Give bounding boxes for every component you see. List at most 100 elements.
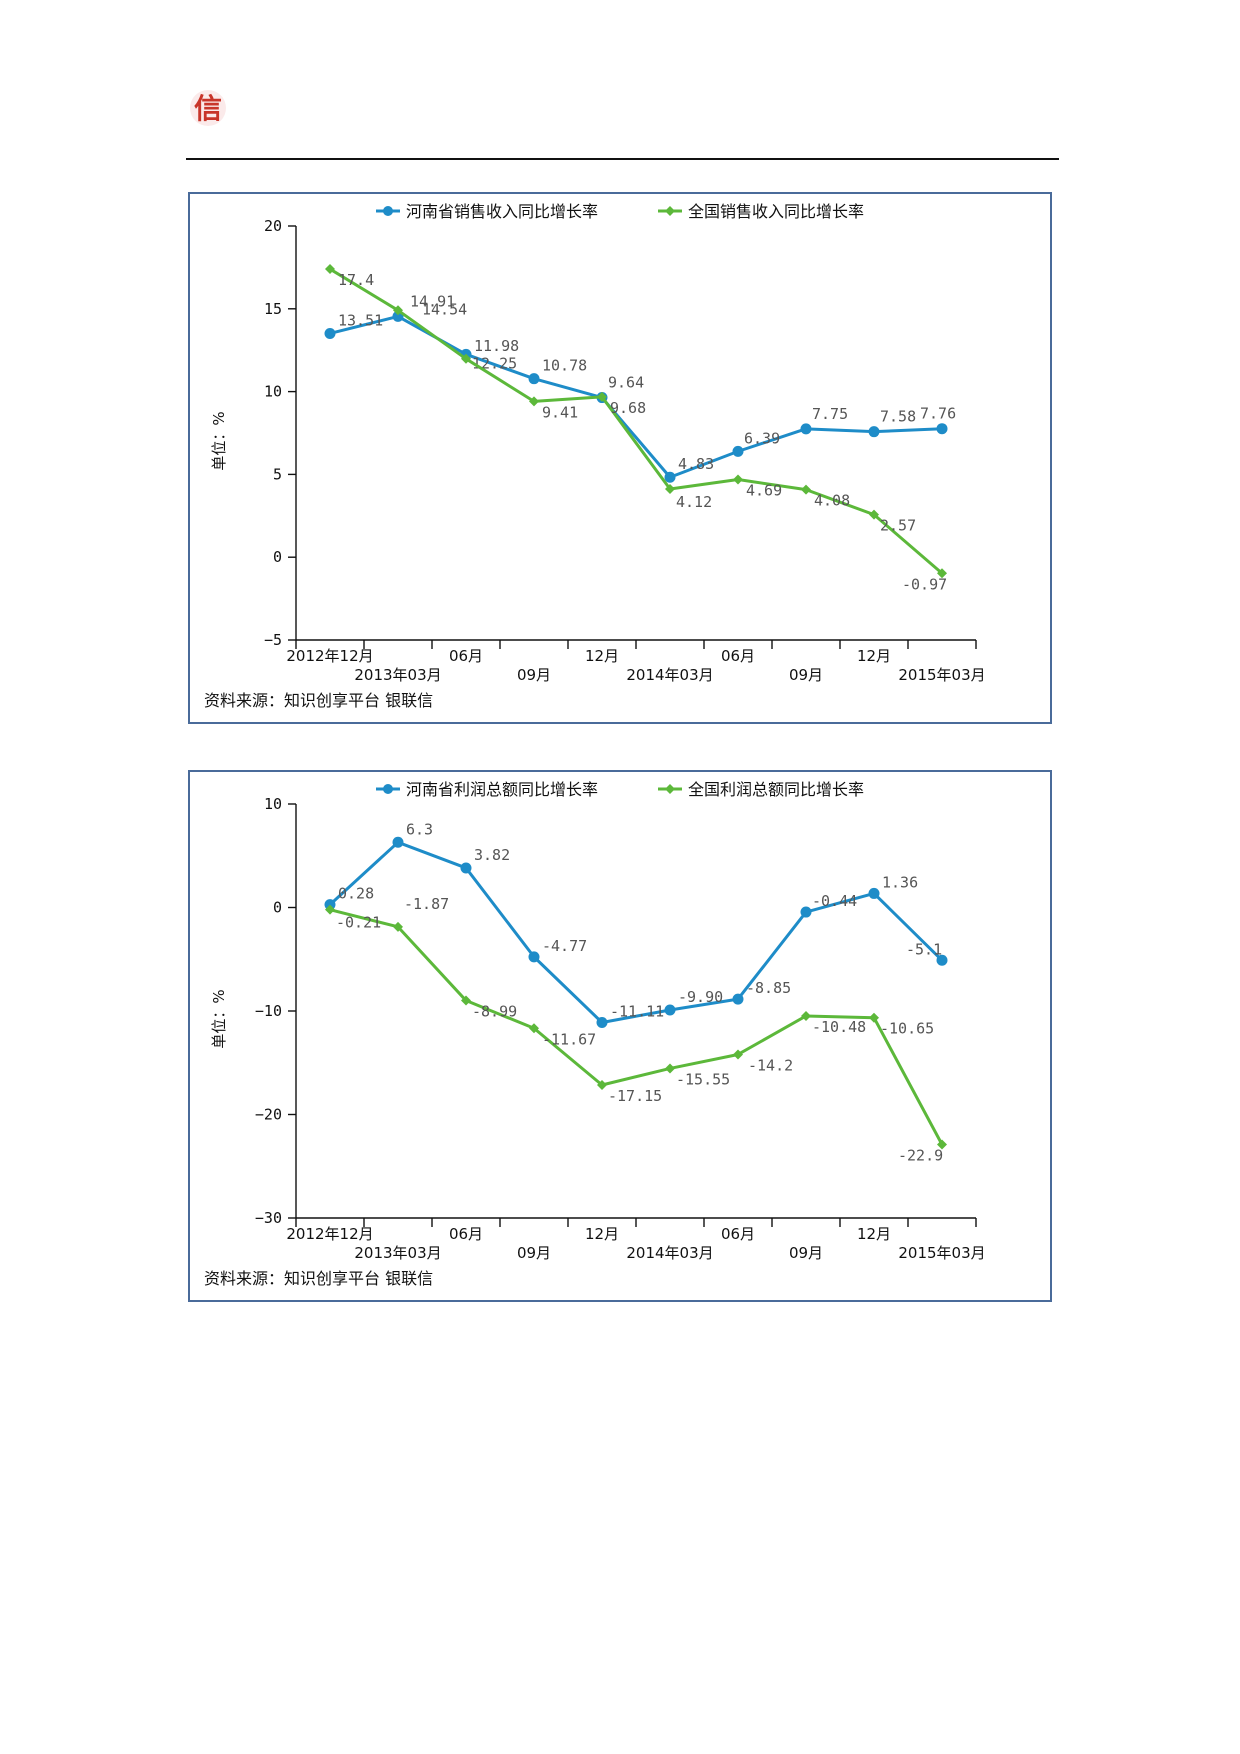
data-point (869, 1012, 879, 1023)
data-label: 4.83 (678, 455, 714, 473)
data-point (393, 305, 403, 316)
data-label: 10.78 (542, 357, 587, 375)
x-tick-label: 2014年03月 (626, 1244, 713, 1262)
y-tick-label: 20 (264, 217, 282, 235)
data-point (801, 1010, 811, 1021)
y-tick-label: −10 (255, 1002, 282, 1020)
x-tick-label: 2015年03月 (898, 1244, 985, 1262)
data-point (325, 904, 335, 915)
data-label: 7.58 (880, 408, 916, 426)
logo: 信 (190, 90, 226, 126)
legend-marker (665, 206, 675, 216)
data-label: -0.97 (902, 575, 947, 593)
header-rule (186, 158, 1059, 160)
data-label: 0.28 (338, 885, 374, 903)
data-point (597, 1080, 607, 1091)
data-point (800, 906, 812, 918)
data-point (461, 995, 471, 1006)
data-point (868, 887, 880, 899)
y-tick-label: 0 (273, 548, 282, 566)
y-tick-label: −30 (255, 1209, 282, 1227)
data-point (393, 921, 403, 932)
data-point (664, 471, 676, 483)
data-label: 4.08 (814, 492, 850, 510)
data-point (937, 1139, 947, 1150)
data-point (324, 899, 336, 911)
data-point (732, 993, 744, 1005)
y-tick-label: 5 (273, 465, 282, 483)
data-point (733, 474, 743, 485)
data-label: 1.36 (882, 873, 918, 891)
source-note: 资料来源：知识创享平台 银联信 (204, 1269, 433, 1288)
data-point (597, 391, 607, 402)
legend-label: 全国利润总额同比增长率 (688, 780, 864, 799)
data-point (665, 1063, 675, 1074)
sales-growth-chart: 河南省销售收入同比增长率 全国销售收入同比增长率 −5 0 5 10 15 20 单位：% 201… (188, 192, 1052, 724)
data-label: -22.9 (898, 1147, 943, 1165)
data-point (936, 954, 948, 966)
data-label: 9.41 (542, 403, 578, 421)
data-label: 14.54 (422, 300, 467, 318)
x-tick-label: 12月 (857, 647, 891, 665)
x-tick-label: 09月 (789, 1244, 823, 1262)
data-point (596, 1016, 608, 1028)
data-point (528, 373, 540, 385)
x-tick-label: 2012年12月 (286, 1225, 373, 1243)
series-line (329, 267, 943, 575)
data-label: -0.21 (336, 914, 381, 932)
y-tick-label: −5 (264, 631, 282, 649)
data-label: -8.85 (746, 979, 791, 997)
data-label: -15.55 (676, 1070, 730, 1088)
data-point (665, 483, 675, 494)
data-label: 4.12 (676, 493, 712, 511)
data-point (868, 426, 880, 438)
data-label: -10.48 (812, 1018, 866, 1036)
y-tick-label: 0 (273, 899, 282, 917)
data-point (529, 396, 539, 407)
chart-svg: 河南省销售收入同比增长率 全国销售收入同比增长率 −5 0 5 10 15 20 单位：% 201… (204, 202, 986, 710)
x-tick-label: 2014年03月 (626, 666, 713, 684)
svg-text:信: 信 (194, 92, 222, 125)
source-note: 资料来源：知识创享平台 银联信 (204, 691, 433, 710)
x-tick-label: 06月 (449, 1225, 483, 1243)
profit-growth-chart: 河南省利润总额同比增长率 全国利润总额同比增长率 −30 −20 −10 0 10 单位：% 2… (188, 770, 1052, 1302)
y-tick-label: 10 (264, 383, 282, 401)
x-tick-label: 2015年03月 (898, 666, 985, 684)
data-label: -8.99 (472, 1003, 517, 1021)
data-label: -11.67 (542, 1030, 596, 1048)
data-label: 6.3 (406, 820, 433, 838)
data-label: 11.98 (474, 337, 519, 355)
chart-svg: 河南省利润总额同比增长率 全国利润总额同比增长率 −30 −20 −10 0 10 单位：% 2… (204, 780, 986, 1288)
data-point (461, 353, 471, 364)
x-tick-label: 2013年03月 (354, 666, 441, 684)
data-point (801, 484, 811, 495)
x-tick-label: 12月 (857, 1225, 891, 1243)
data-point (324, 327, 336, 339)
x-tick-label: 06月 (721, 647, 755, 665)
x-tick-label: 09月 (517, 666, 551, 684)
data-label: -0.44 (812, 892, 857, 910)
data-label: 7.76 (920, 405, 956, 423)
x-tick-label: 09月 (517, 1244, 551, 1262)
x-tick-label: 12月 (585, 1225, 619, 1243)
data-label: 12.25 (472, 354, 517, 372)
data-point (528, 951, 540, 963)
data-point (664, 1004, 676, 1016)
series-line (328, 840, 944, 1024)
data-label: -1.87 (404, 895, 449, 913)
x-tick-label: 2013年03月 (354, 1244, 441, 1262)
logo-icon: 信 (194, 92, 222, 125)
data-label: -14.2 (748, 1056, 793, 1074)
legend-marker (383, 206, 393, 216)
data-label: -4.77 (542, 937, 587, 955)
data-point (529, 1023, 539, 1034)
y-axis-label: 单位：% (210, 989, 228, 1048)
data-label: 2.57 (880, 517, 916, 535)
data-point (732, 445, 744, 457)
legend-label: 河南省销售收入同比增长率 (406, 202, 598, 221)
data-point (937, 568, 947, 579)
data-label: 3.82 (474, 846, 510, 864)
x-tick-label: 2012年12月 (286, 647, 373, 665)
data-label: -11.11 (610, 1002, 664, 1020)
data-point (325, 264, 335, 275)
